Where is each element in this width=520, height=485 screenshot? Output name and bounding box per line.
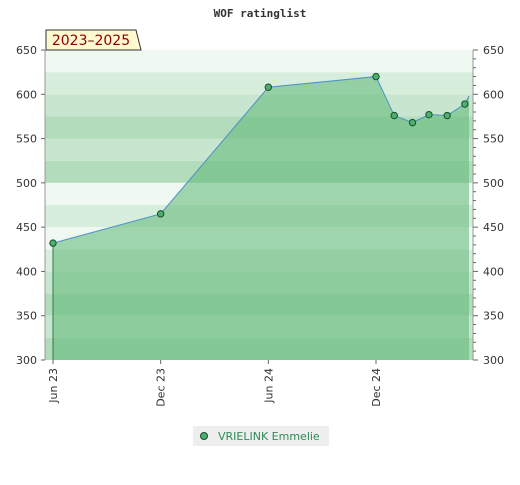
legend: VRIELINK Emmelie [193, 426, 329, 446]
y-tick-label: 600 [16, 88, 37, 101]
period-badge-box [45, 29, 142, 51]
y-tick-label-right: 600 [483, 88, 504, 101]
legend-marker [200, 432, 208, 440]
data-point [264, 83, 273, 91]
y-axis-left: 300 350 400 450 500 550 600 650 [16, 44, 45, 367]
background-band [45, 72, 473, 95]
data-point [372, 72, 380, 81]
data-point [390, 111, 398, 120]
data-point [156, 210, 165, 218]
data-point [443, 111, 451, 120]
legend-box [193, 426, 329, 446]
x-tick-label: Dec 24 [370, 368, 383, 407]
y-axis-right: 300 350 400 450 500 550 600 650 [473, 44, 504, 367]
data-point [49, 239, 57, 247]
x-tick-label: Jun 23 [47, 368, 60, 404]
y-tick-label-right: 550 [483, 133, 504, 146]
y-tick-label: 300 [16, 354, 37, 367]
y-tick-label-right: 450 [483, 221, 504, 234]
area-layer [52, 76, 470, 361]
y-tick-label: 550 [16, 133, 37, 146]
y-tick-label-right: 300 [483, 354, 504, 367]
y-tick-label-right: 400 [483, 265, 504, 278]
y-tick-label-right: 500 [483, 177, 504, 190]
period-badge-label: 2023–2025 [52, 33, 130, 49]
legend-label: VRIELINK Emmelie [218, 430, 320, 443]
data-point [408, 118, 417, 127]
series-line [52, 76, 470, 244]
data-point [425, 110, 433, 119]
data-markers [49, 72, 469, 247]
axes [44, 50, 474, 360]
y-tick-label: 450 [16, 221, 37, 234]
chart-title: WOF ratinglist [214, 7, 307, 20]
x-tick-label: Dec 23 [155, 368, 168, 407]
y-tick-label: 400 [16, 265, 37, 278]
series-area [53, 76, 469, 361]
background-band [45, 50, 473, 73]
period-badge: 2023–2025 [45, 29, 142, 51]
x-axis: Jun 23 Dec 23 Jun 24 Dec 24 [47, 360, 383, 407]
y-tick-label-right: 650 [483, 44, 504, 57]
y-tick-label: 650 [16, 44, 37, 57]
y-tick-label: 350 [16, 310, 37, 323]
y-tick-label-right: 350 [483, 310, 504, 323]
y-tick-label: 500 [16, 177, 37, 190]
x-tick-label: Jun 24 [262, 368, 275, 404]
data-point [461, 100, 469, 108]
